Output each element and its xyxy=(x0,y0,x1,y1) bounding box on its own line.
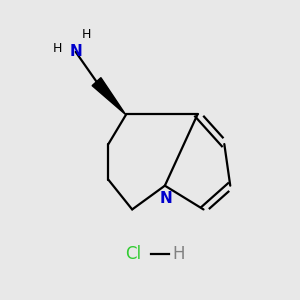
Text: H: H xyxy=(172,245,184,263)
Text: N: N xyxy=(69,44,82,59)
Text: H: H xyxy=(81,28,91,40)
Text: H: H xyxy=(52,42,62,56)
Polygon shape xyxy=(92,78,126,115)
Text: N: N xyxy=(160,191,173,206)
Text: Cl: Cl xyxy=(126,245,142,263)
